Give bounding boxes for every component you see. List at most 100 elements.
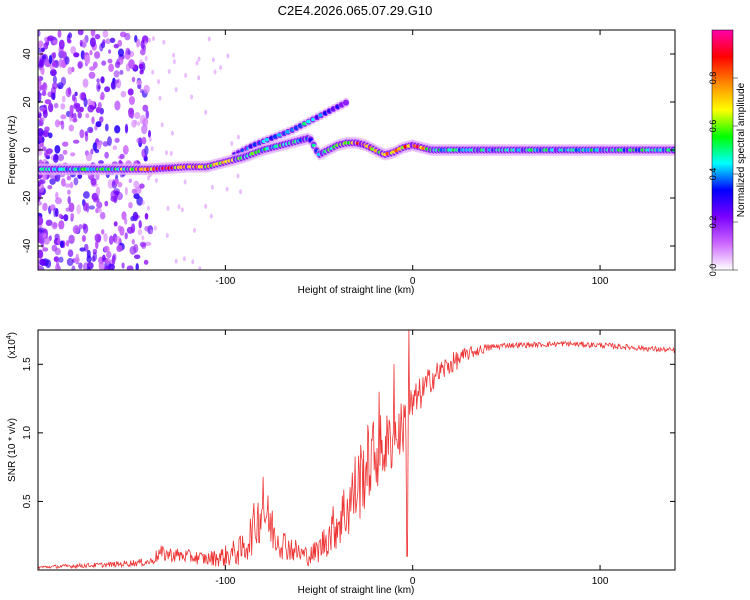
spectrogram-cell bbox=[89, 105, 94, 110]
spectrogram-cell bbox=[92, 197, 100, 203]
spectrogram-cell bbox=[195, 60, 199, 66]
colorbar-tick-label: 0.8 bbox=[708, 72, 718, 85]
spectrogram-cell bbox=[72, 225, 80, 234]
spectrogram-cell bbox=[39, 258, 47, 266]
spectrogram-cell bbox=[73, 177, 79, 186]
x-tick-label: 100 bbox=[592, 576, 609, 587]
colorbar-gradient bbox=[711, 29, 734, 271]
spectrogram-cell bbox=[42, 82, 47, 90]
spectrogram-cell bbox=[108, 49, 112, 54]
spectrogram-cell bbox=[67, 249, 74, 257]
spectrogram-panel: -100 0 100 -40 -20 0 20 40 Height of straight … bbox=[7, 29, 676, 296]
spectrogram-cell bbox=[94, 34, 101, 40]
colorbar-label: Normalized spectral amplitude bbox=[736, 82, 747, 217]
spectrogram-cell bbox=[184, 73, 188, 78]
spectrogram-cell bbox=[83, 223, 89, 234]
spectrogram-cell bbox=[144, 56, 148, 61]
spectrogram-cell bbox=[38, 227, 45, 233]
spectrogram-cell bbox=[150, 229, 153, 235]
spectrogram-cell bbox=[113, 79, 120, 84]
spectrogram-cell bbox=[113, 221, 118, 227]
spectrogram-cell bbox=[236, 134, 240, 140]
spectrogram-cell bbox=[230, 141, 234, 146]
spectrogram-cell bbox=[58, 220, 65, 230]
spectrogram-cell bbox=[60, 76, 67, 86]
spectrogram-cell bbox=[73, 52, 80, 58]
spectrogram-cell bbox=[146, 205, 150, 211]
spectrogram-cell bbox=[67, 66, 73, 75]
spectrogram-cell bbox=[102, 254, 106, 261]
spectrogram-ridge-layer bbox=[38, 97, 675, 176]
y-tick-label: 1.5 bbox=[22, 357, 33, 371]
spectrogram-cell bbox=[106, 250, 112, 259]
spectrogram-cell bbox=[148, 37, 152, 43]
spectrogram-cell bbox=[174, 87, 178, 93]
svg-text:(x104): (x104) bbox=[6, 332, 18, 359]
spectrogram-cell bbox=[129, 51, 135, 57]
spectrogram-cell bbox=[38, 75, 43, 82]
spectrogram-cell bbox=[54, 247, 61, 256]
spectrogram-cell bbox=[95, 207, 99, 214]
colorbar-tick-label: 0.0 bbox=[708, 264, 718, 277]
spectrogram-cell bbox=[54, 119, 60, 128]
spectrogram-cell bbox=[226, 53, 230, 59]
spectrogram-cell bbox=[38, 92, 42, 100]
spectrogram-cell bbox=[38, 57, 45, 68]
spectrogram-x-ticks: -100 0 100 bbox=[215, 30, 609, 287]
spectrogram-cell bbox=[213, 69, 217, 75]
spectrogram-cell bbox=[116, 244, 123, 252]
snr-x-axis-label: Height of straight line (km) bbox=[298, 585, 415, 596]
spectrogram-cell bbox=[38, 249, 44, 259]
spectrogram-cell bbox=[100, 91, 105, 101]
spectrogram-cell bbox=[105, 38, 111, 45]
spectrogram-cell bbox=[239, 189, 243, 195]
spectrogram-cell bbox=[162, 39, 166, 45]
y-tick-label: 1.0 bbox=[22, 425, 33, 439]
spectrogram-cell bbox=[79, 247, 86, 252]
snr-y-ticks: 0.5 1.0 1.5 bbox=[22, 357, 675, 508]
snr-background bbox=[38, 330, 675, 570]
spectrogram-cell bbox=[96, 141, 102, 149]
spectrogram-cell bbox=[344, 100, 349, 105]
spectrogram-cell bbox=[127, 88, 134, 96]
spectrogram-cell bbox=[102, 141, 109, 147]
spectrogram-cell bbox=[68, 124, 75, 132]
spectrogram-cell bbox=[119, 153, 125, 160]
spectrogram-cell bbox=[114, 100, 121, 111]
x-tick-label: -100 bbox=[215, 276, 235, 287]
spectrogram-cell bbox=[109, 37, 116, 43]
spectrogram-cell bbox=[38, 40, 44, 48]
spectrogram-cell bbox=[52, 39, 58, 45]
spectrogram-cell bbox=[42, 247, 49, 252]
spectrogram-cell bbox=[74, 102, 81, 108]
spectrogram-x-axis-label: Height of straight line (km) bbox=[298, 285, 415, 296]
spectrogram-cell bbox=[190, 94, 194, 100]
spectrogram-cell bbox=[99, 116, 104, 123]
spectrogram-cell bbox=[47, 185, 53, 190]
spectrogram-cell bbox=[41, 90, 47, 97]
spectrogram-cell bbox=[61, 141, 69, 147]
spectrogram-cell bbox=[58, 213, 63, 219]
spectrogram-cell bbox=[134, 112, 141, 119]
spectrogram-cell bbox=[122, 145, 129, 155]
spectrogram-cell bbox=[170, 130, 174, 136]
snr-panel: -100 0 100 0.5 1.0 1.5 Height of straight li… bbox=[6, 329, 676, 596]
spectrogram-cell bbox=[225, 186, 229, 192]
spectrogram-cell bbox=[158, 95, 162, 101]
spectrogram-cell bbox=[65, 240, 70, 247]
spectrogram-cell bbox=[219, 65, 223, 71]
spectrogram-cell bbox=[52, 75, 58, 84]
spectrogram-cell bbox=[60, 114, 67, 120]
spectrogram-cell bbox=[141, 136, 147, 145]
spectrogram-cell bbox=[57, 30, 62, 38]
spectrogram-cell bbox=[90, 178, 97, 186]
spectrogram-cell bbox=[83, 202, 88, 212]
spectrogram-cell bbox=[133, 180, 140, 189]
spectrogram-cell bbox=[54, 145, 61, 154]
spectrogram-cell bbox=[147, 175, 150, 181]
spectrogram-cell bbox=[59, 240, 64, 248]
spectrogram-cell bbox=[40, 47, 45, 53]
spectrogram-cell bbox=[114, 235, 121, 245]
spectrogram-cell bbox=[67, 32, 73, 39]
spectrogram-cell bbox=[167, 69, 171, 74]
